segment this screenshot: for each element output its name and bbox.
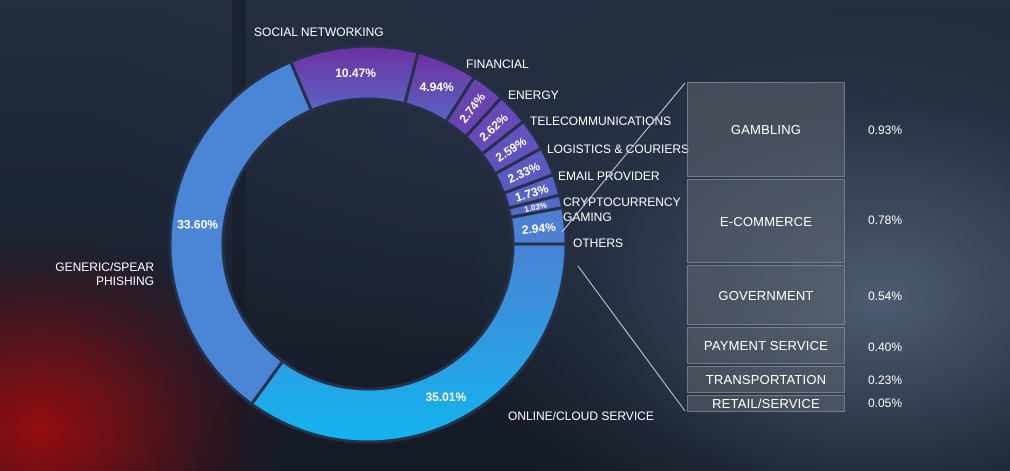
breakdown-label: GOVERNMENT xyxy=(718,287,814,303)
breakdown-label: RETAIL/SERVICE xyxy=(712,396,820,411)
breakdown-value: 0.23% xyxy=(868,373,903,387)
slice-generic-spear-phishing xyxy=(168,59,314,407)
breakdown-box-ecommerce: E-COMMERCE xyxy=(687,179,845,263)
category-label-cryptocurrency: CRYPTOCURRENCY xyxy=(563,195,681,209)
breakdown-value: 0.78% xyxy=(868,213,903,227)
breakdown-box-transportation: TRANSPORTATION xyxy=(687,366,845,393)
breakdown-label: PAYMENT SERVICE xyxy=(703,338,829,353)
leader-line-top xyxy=(561,82,686,233)
breakdown-value: 0.93% xyxy=(868,123,903,137)
category-label-gaming: GAMING xyxy=(563,210,612,224)
value-label-financial: 4.94% xyxy=(420,80,454,94)
breakdown-value: 0.05% xyxy=(868,396,903,410)
value-label-generic-spear-phishing: 33.60% xyxy=(177,218,218,232)
breakdown-value: 0.54% xyxy=(868,289,903,303)
category-label-telecommunications: TELECOMMUNICATIONS xyxy=(530,114,671,128)
category-label-energy: ENERGY xyxy=(508,88,559,102)
leader-line-bottom xyxy=(577,265,686,412)
slice-online-cloud-service xyxy=(249,242,568,444)
category-label-online-cloud-service: ONLINE/CLOUD SERVICE xyxy=(508,409,654,423)
breakdown-box-government: GOVERNMENT xyxy=(687,265,845,325)
category-label-others: OTHERS xyxy=(573,236,623,250)
category-label-email-provider: EMAIL PROVIDER xyxy=(558,169,660,183)
category-label-financial: FINANCIAL xyxy=(466,57,529,71)
breakdown-label: GAMBLING xyxy=(730,122,802,137)
breakdown-value: 0.40% xyxy=(868,340,903,354)
category-label-generic-spear-phishing: GENERIC/SPEAR PHISHING xyxy=(55,260,154,288)
category-label-social-networking: SOCIAL NETWORKING xyxy=(254,25,384,39)
breakdown-label: E-COMMERCE xyxy=(719,213,813,229)
breakdown-box-payment-service: PAYMENT SERVICE xyxy=(687,327,845,364)
value-label-online-cloud-service: 35.01% xyxy=(425,390,466,404)
value-label-others: 2.94% xyxy=(521,220,556,237)
breakdown-label: TRANSPORTATION xyxy=(705,372,827,387)
category-label-logistics-couriers: LOGISTICS & COURIERS xyxy=(547,142,689,156)
value-label-social-networking: 10.47% xyxy=(335,66,376,80)
breakdown-box-gambling: GAMBLING xyxy=(687,82,845,177)
breakdown-box-retail-service: RETAIL/SERVICE xyxy=(687,395,845,412)
